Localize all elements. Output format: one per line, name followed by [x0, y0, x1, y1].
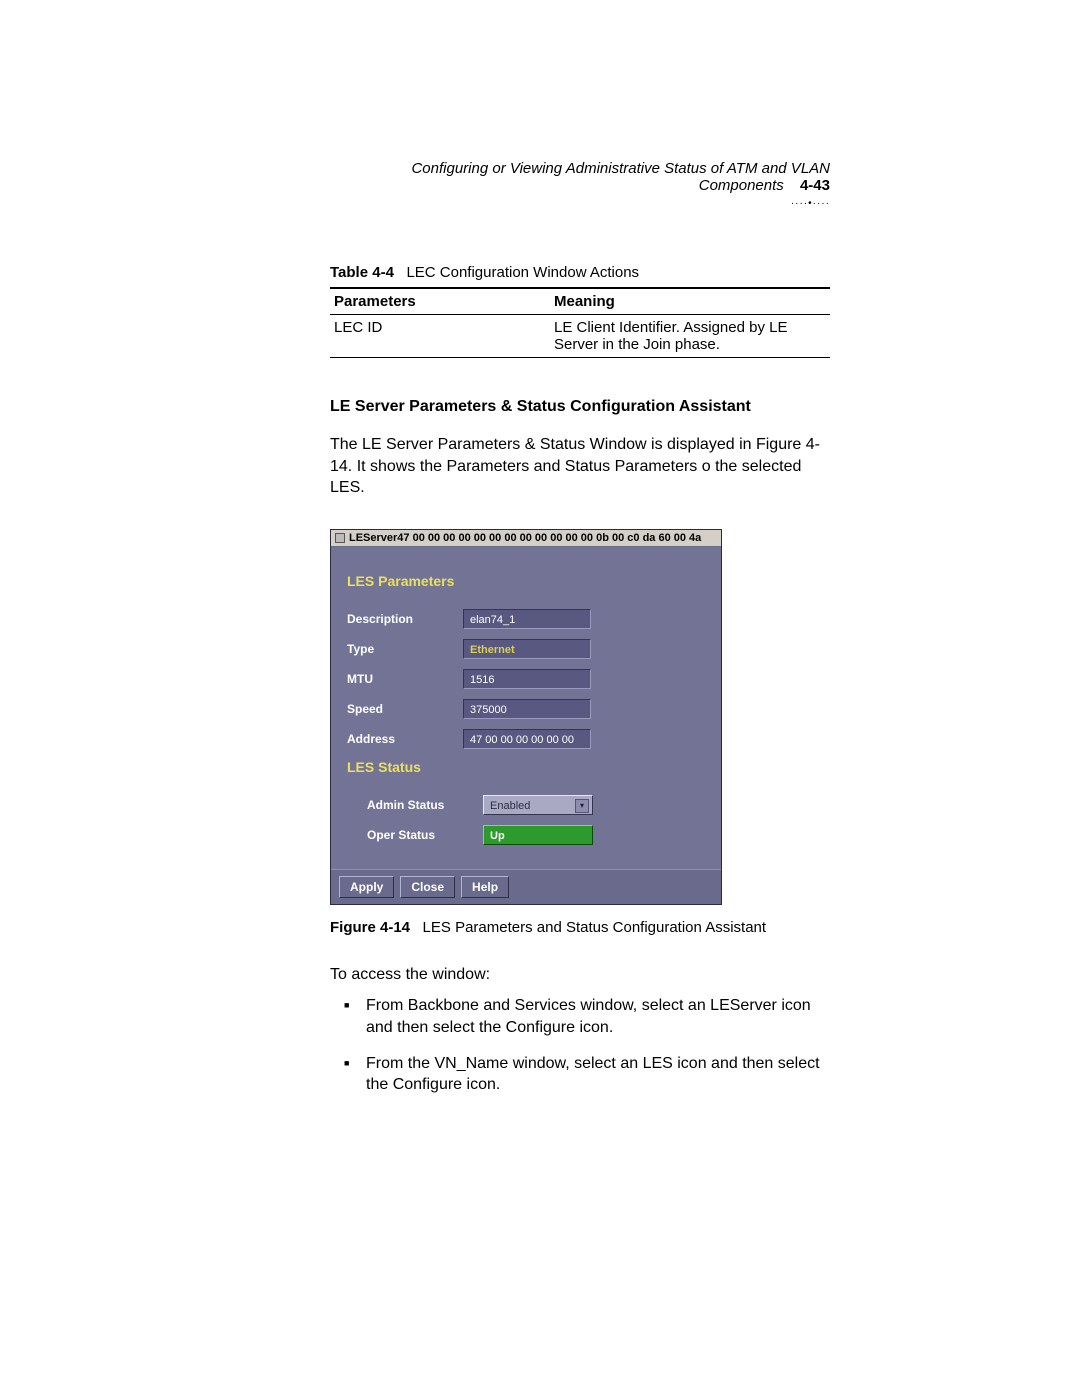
les-parameters-heading: LES Parameters: [347, 573, 705, 589]
lec-config-table: Parameters Meaning LEC ID LE Client Iden…: [330, 287, 830, 358]
table-caption: Table 4-4 LEC Configuration Window Actio…: [330, 264, 830, 281]
dropdown-admin-status[interactable]: Enabled ▾: [483, 795, 593, 815]
label-address: Address: [347, 732, 463, 746]
field-description[interactable]: elan74_1: [463, 609, 591, 629]
section-heading: LE Server Parameters & Status Configurat…: [330, 398, 830, 416]
label-speed: Speed: [347, 702, 463, 716]
list-item: From Backbone and Services window, selec…: [344, 995, 830, 1038]
row-speed: Speed 375000: [347, 699, 705, 719]
figure-caption: Figure 4-14 LES Parameters and Status Co…: [330, 919, 830, 936]
label-oper-status: Oper Status: [367, 828, 483, 842]
section-intro: The LE Server Parameters & Status Window…: [330, 434, 830, 499]
row-mtu: MTU 1516: [347, 669, 705, 689]
row-type: Type Ethernet: [347, 639, 705, 659]
close-button[interactable]: Close: [400, 876, 455, 898]
les-window: LEServer47 00 00 00 00 00 00 00 00 00 00…: [330, 529, 722, 905]
row-description: Description elan74_1: [347, 609, 705, 629]
dropdown-admin-value: Enabled: [490, 800, 530, 812]
window-body: LES Parameters Description elan74_1 Type…: [331, 547, 721, 869]
les-status-heading: LES Status: [347, 759, 705, 775]
access-lead: To access the window:: [330, 964, 830, 986]
page-content: Configuring or Viewing Administrative St…: [0, 0, 1080, 1096]
table-header-meaning: Meaning: [550, 288, 830, 315]
label-admin-status: Admin Status: [367, 798, 483, 812]
window-titlebar[interactable]: LEServer47 00 00 00 00 00 00 00 00 00 00…: [331, 530, 721, 547]
label-description: Description: [347, 612, 463, 626]
page-number: 4-43: [800, 177, 830, 194]
window-title-text: LEServer47 00 00 00 00 00 00 00 00 00 00…: [349, 532, 701, 544]
cell-meaning: LE Client Identifier. Assigned by LE Ser…: [550, 315, 830, 358]
field-speed[interactable]: 375000: [463, 699, 591, 719]
running-title: Configuring or Viewing Administrative St…: [411, 160, 830, 194]
field-type[interactable]: Ethernet: [463, 639, 591, 659]
row-address: Address 47 00 00 00 00 00 00: [347, 729, 705, 749]
table-label: Table 4-4: [330, 264, 394, 281]
label-type: Type: [347, 642, 463, 656]
table-caption-text: LEC Configuration Window Actions: [406, 264, 639, 281]
table-header-parameters: Parameters: [330, 288, 550, 315]
label-mtu: MTU: [347, 672, 463, 686]
help-button[interactable]: Help: [461, 876, 509, 898]
header-ornament: ····•····: [330, 198, 830, 209]
apply-button[interactable]: Apply: [339, 876, 394, 898]
figure-label: Figure 4-14: [330, 919, 410, 936]
field-oper-status: Up: [483, 825, 593, 845]
cell-param: LEC ID: [330, 315, 550, 358]
access-steps: From Backbone and Services window, selec…: [330, 995, 830, 1095]
figure-text: LES Parameters and Status Configuration …: [423, 919, 767, 936]
window-system-icon[interactable]: [335, 533, 345, 543]
running-header: Configuring or Viewing Administrative St…: [330, 160, 830, 194]
row-oper-status: Oper Status Up: [367, 825, 705, 845]
list-item: From the VN_Name window, select an LES i…: [344, 1053, 830, 1096]
chevron-down-icon[interactable]: ▾: [575, 799, 589, 813]
table-row: LEC ID LE Client Identifier. Assigned by…: [330, 315, 830, 358]
field-mtu[interactable]: 1516: [463, 669, 591, 689]
field-address[interactable]: 47 00 00 00 00 00 00: [463, 729, 591, 749]
window-button-bar: Apply Close Help: [331, 869, 721, 904]
row-admin-status: Admin Status Enabled ▾: [367, 795, 705, 815]
